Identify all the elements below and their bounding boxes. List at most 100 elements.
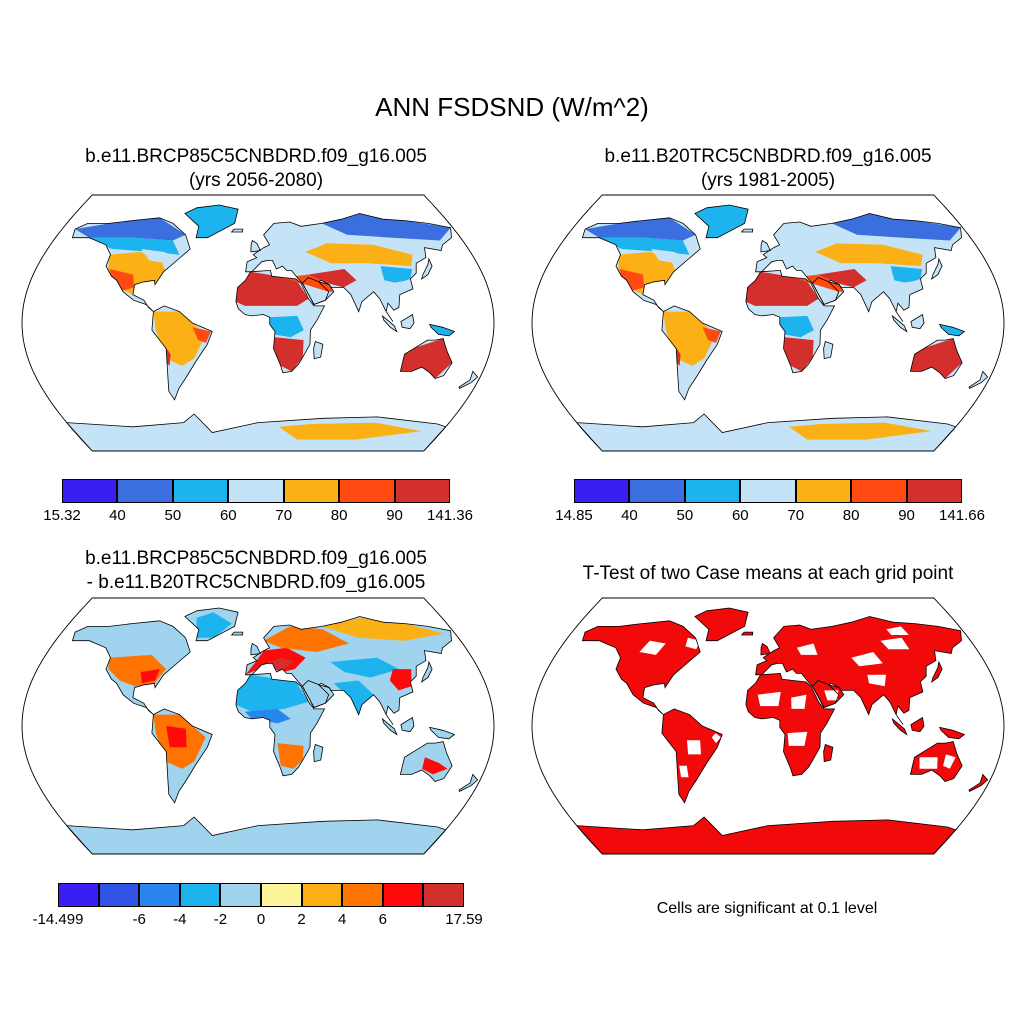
colorbar-box xyxy=(220,883,261,907)
colorbar-tick-label: 40 xyxy=(109,507,126,524)
coastline xyxy=(301,277,335,305)
field-contour-region xyxy=(422,757,448,775)
coastline xyxy=(661,305,723,401)
coastline xyxy=(694,607,749,642)
colorbar-tick-label: 80 xyxy=(330,507,348,524)
colorbar-difference: -14.499 -6 -4 -2 0 2 4 6 17.59 xyxy=(33,883,483,928)
significant-cells xyxy=(755,616,962,725)
land-fill xyxy=(421,662,433,682)
colorbar-tick-label: 60 xyxy=(219,507,237,524)
coastline xyxy=(381,717,398,736)
coastline xyxy=(458,370,479,389)
colorbar-box xyxy=(795,479,852,503)
field-contour-region xyxy=(429,324,455,336)
field-contour-region xyxy=(75,620,186,644)
map-outline xyxy=(531,597,1005,855)
field-contour-region xyxy=(140,669,160,684)
field-contour-region xyxy=(896,280,923,295)
coastline xyxy=(581,620,701,715)
coastline xyxy=(235,269,326,374)
field-contour-region xyxy=(166,726,187,748)
panel-title-historical: b.e11.B20TRC5CNBDRD.f09_g16.005 (yrs 198… xyxy=(512,145,1024,193)
colorbar-box xyxy=(574,479,630,503)
field-contour-region xyxy=(400,338,453,379)
colorbar-tick-label: 14.85 xyxy=(555,507,593,524)
field-contour-region xyxy=(277,743,304,769)
field-contour-region xyxy=(141,249,179,264)
panel-title-ttest: T-Test of two Case means at each grid po… xyxy=(582,563,954,584)
coastline xyxy=(71,217,191,312)
colorbar-box xyxy=(179,883,221,907)
land-fill xyxy=(421,259,433,279)
non-significant-cells xyxy=(867,674,886,687)
coastline xyxy=(250,642,261,656)
coastline xyxy=(575,816,957,854)
coastline xyxy=(910,716,925,733)
coastline xyxy=(939,323,966,337)
non-significant-cells xyxy=(791,694,807,709)
colorbar-box xyxy=(139,883,180,907)
colorbar-box xyxy=(740,479,796,503)
significant-cells xyxy=(939,727,965,739)
field-contour-region xyxy=(273,337,304,372)
colorbar-tick-label: 141.66 xyxy=(939,507,985,524)
coastline xyxy=(151,305,213,401)
field-contour-region xyxy=(745,271,819,306)
coastline xyxy=(230,631,244,636)
colorbar-box xyxy=(62,479,118,503)
non-significant-cells xyxy=(796,643,818,655)
colorbar-tick-label: -6 xyxy=(132,911,146,928)
coastline xyxy=(184,204,239,239)
map-ttest xyxy=(531,597,1005,855)
field-contour-region xyxy=(779,315,814,338)
field-contour-region xyxy=(599,237,690,255)
coastline xyxy=(301,680,335,708)
land-fill xyxy=(250,643,261,655)
map-historical-case xyxy=(531,194,1005,452)
field-contour-region xyxy=(651,249,689,264)
coastline xyxy=(381,314,398,333)
panel-title-line2: (yrs 2056-2080) xyxy=(188,170,324,191)
land-fill xyxy=(231,632,243,635)
coastline xyxy=(400,716,415,733)
field-contour-region xyxy=(788,422,932,440)
coastline xyxy=(740,228,754,233)
field-contour-region xyxy=(75,217,186,241)
coastline xyxy=(421,660,433,683)
coastline xyxy=(661,708,723,804)
colorbar-tick-label: 70 xyxy=(275,507,293,524)
field-contour-region xyxy=(196,612,232,638)
colorbar-box xyxy=(283,479,340,503)
coastline xyxy=(313,743,324,763)
colorbar-box xyxy=(261,883,302,907)
non-significant-cells xyxy=(757,691,781,707)
field-contour-region xyxy=(386,280,413,295)
coastline xyxy=(71,620,191,715)
colorbar-tick-label: 6 xyxy=(378,911,387,928)
colorbar-tick-label: 15.32 xyxy=(43,507,81,524)
field-contour-region xyxy=(235,674,309,712)
colorbar-tick-label: 2 xyxy=(297,911,306,928)
colorbar-tick-label: -2 xyxy=(213,911,228,928)
significant-cells xyxy=(576,817,956,854)
coastline xyxy=(968,773,989,792)
field-contour-region xyxy=(235,271,309,306)
panel-title-line1: b.e11.BRCP85C5CNBDRD.f09_g16.005 xyxy=(85,146,427,167)
coastline xyxy=(760,239,771,253)
coastline xyxy=(458,773,479,792)
field-contour-region xyxy=(305,243,413,267)
non-significant-cells xyxy=(824,690,839,701)
colorbar-tick-label: 40 xyxy=(621,507,638,524)
colorbar-box xyxy=(172,479,229,503)
field-contour-region xyxy=(400,314,414,329)
coastline xyxy=(184,607,239,642)
non-significant-cells xyxy=(851,652,883,667)
colorbar-tick-label: 17.59 xyxy=(445,911,483,928)
field-contour-region xyxy=(89,237,180,255)
field-contour-region xyxy=(890,266,923,284)
colorbar-tick-label: 50 xyxy=(676,507,694,524)
panel-title-line2: (yrs 1981-2005) xyxy=(700,170,836,191)
coastline xyxy=(245,616,452,725)
land-fill xyxy=(231,229,243,232)
land-fill xyxy=(429,727,455,739)
